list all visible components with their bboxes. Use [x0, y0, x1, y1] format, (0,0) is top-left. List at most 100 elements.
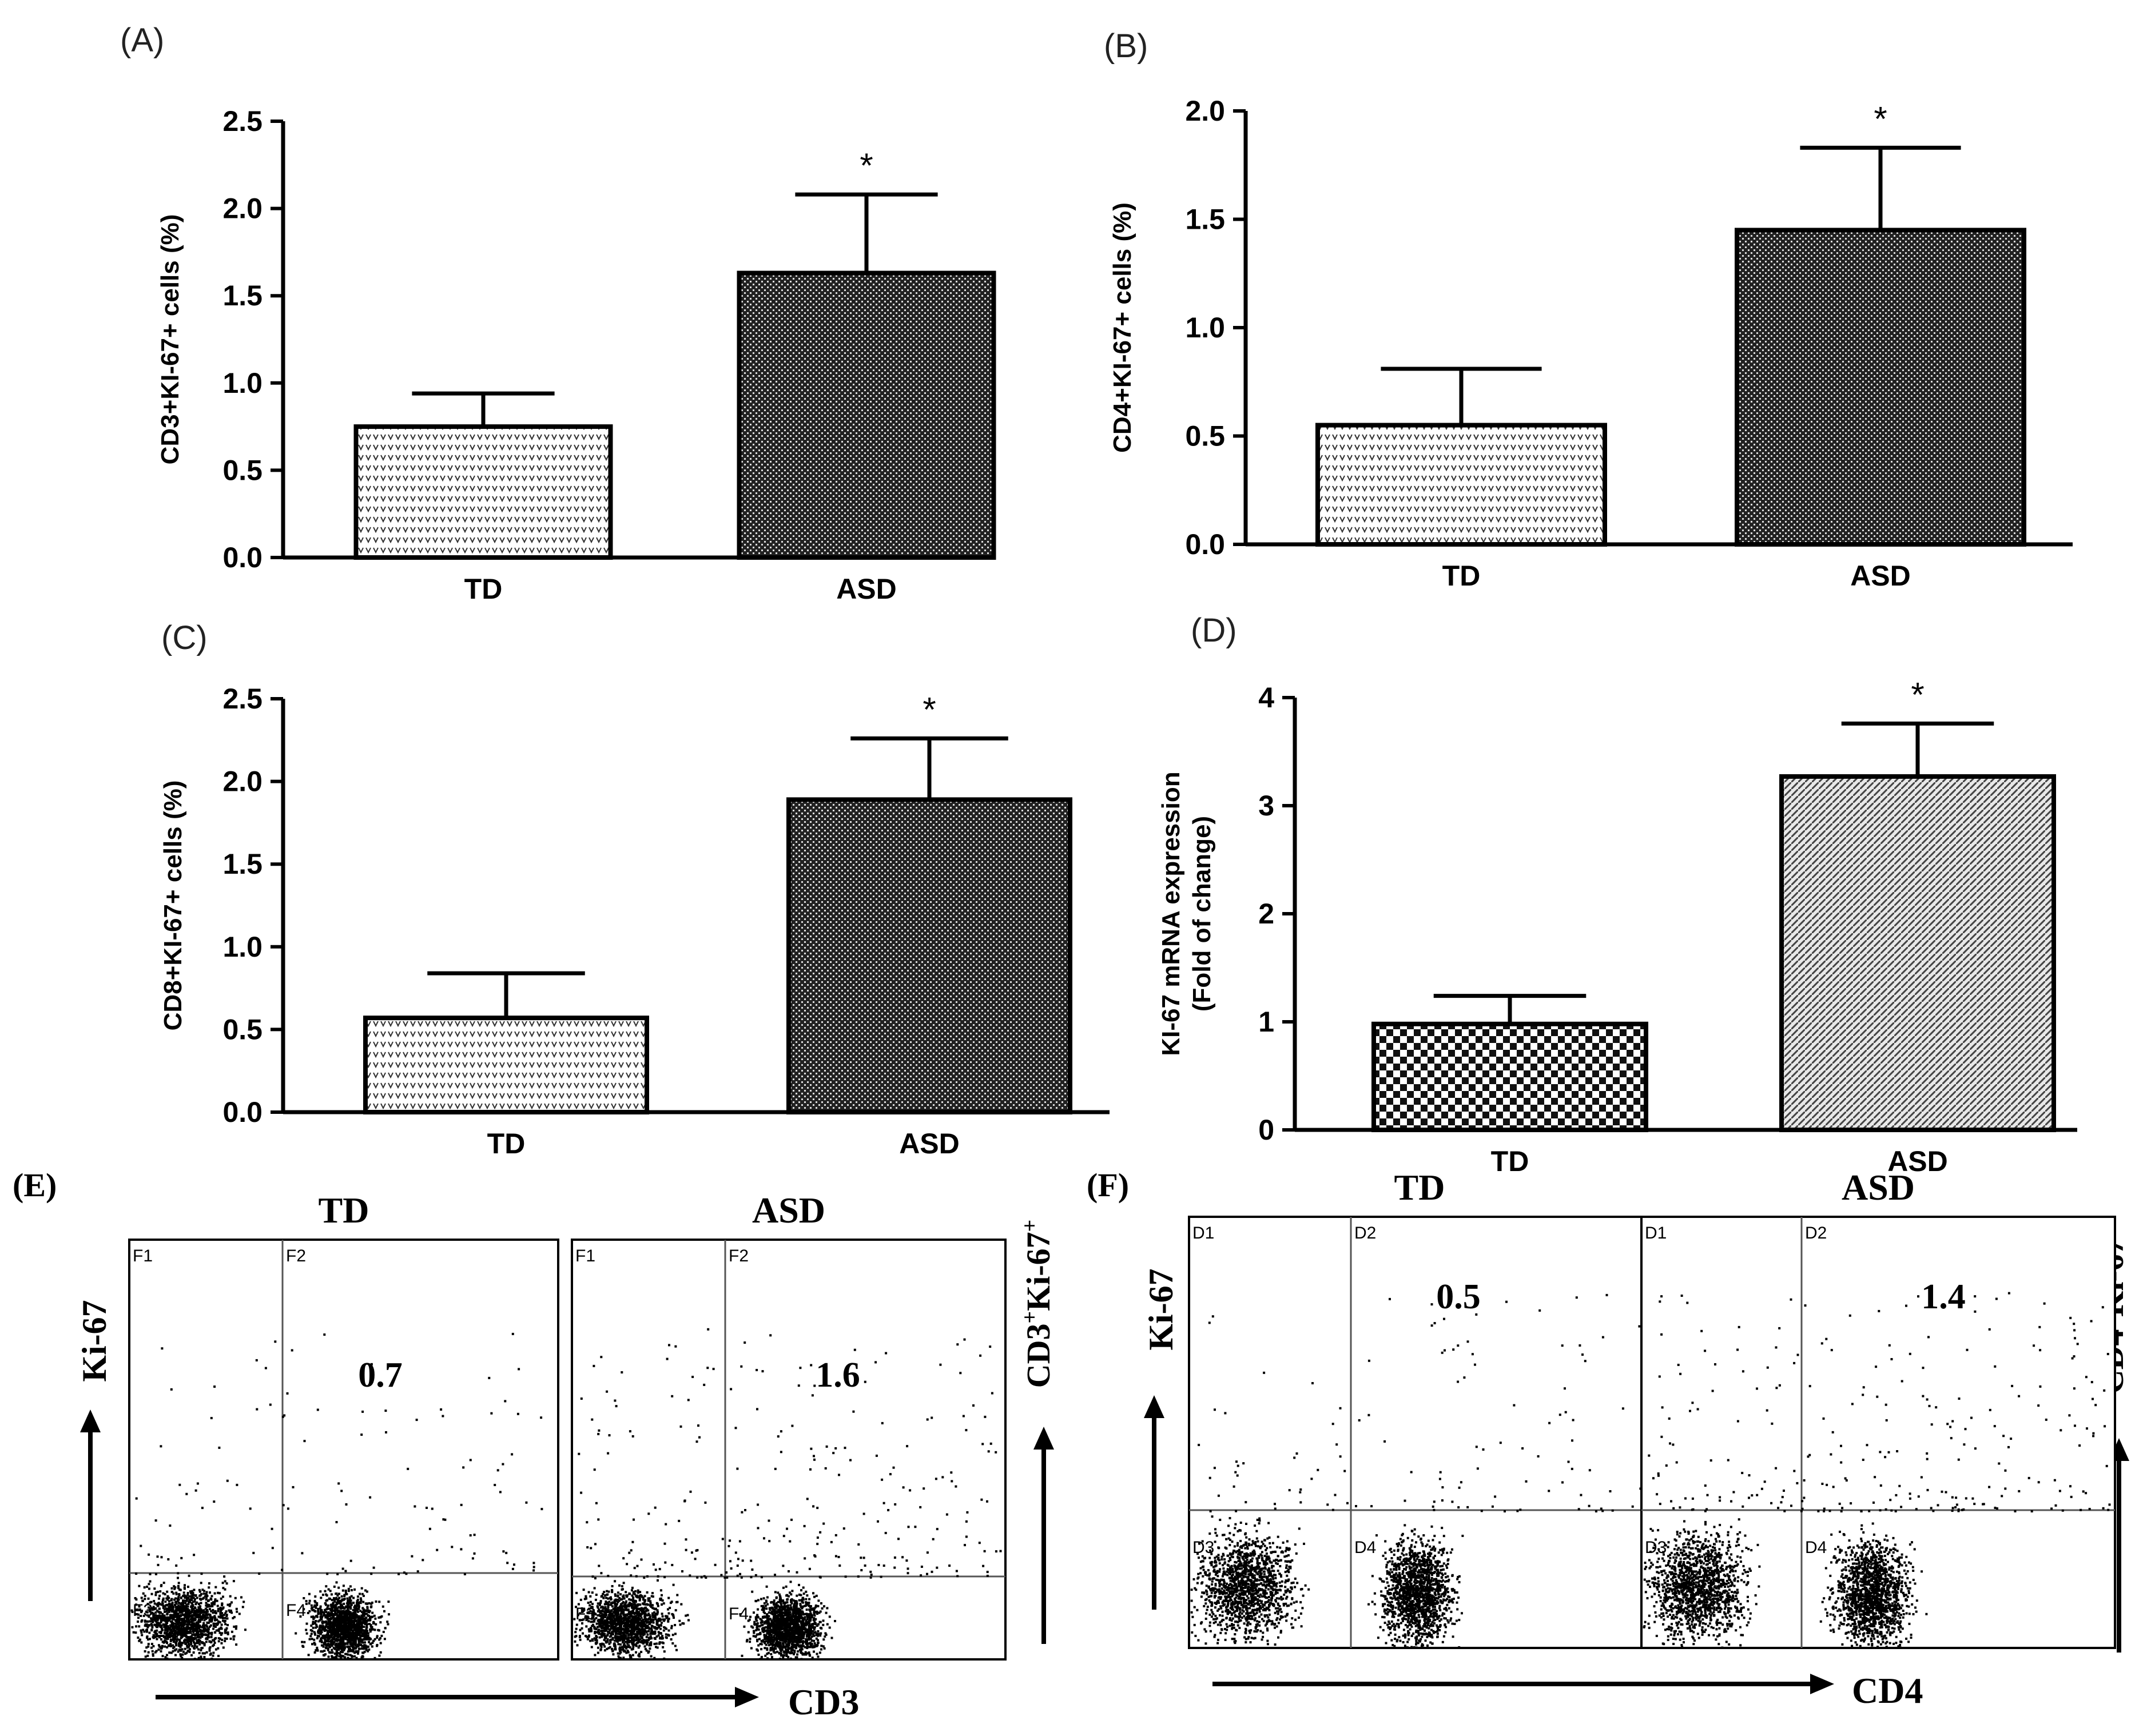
side-label: CD3+Ki-67+	[1018, 1220, 1057, 1388]
quadrant-label: D1	[1645, 1224, 1667, 1243]
double-positive-value: 0.7	[358, 1356, 403, 1395]
y-tick-label: 1.5	[222, 848, 263, 880]
x-arrow-head-icon	[1810, 1674, 1834, 1694]
bar-td	[363, 1016, 649, 1114]
quadrant-label: F1	[575, 1247, 595, 1265]
x-tick-label: ASD	[1850, 560, 1911, 592]
dot-plot-title: ASD	[1842, 1167, 1915, 1208]
event-dots	[1190, 1293, 1645, 1649]
y-tick-label: 1	[1258, 1006, 1274, 1038]
y-tick-label: 2	[1258, 898, 1274, 930]
significance-marker: *	[1874, 99, 1887, 138]
x-tick-label: TD	[1491, 1145, 1529, 1177]
quadrant-label: D4	[1354, 1538, 1376, 1557]
bar-asd	[737, 270, 996, 560]
y-axis-label: Ki-67	[75, 1300, 113, 1381]
event-dots	[130, 1332, 543, 1661]
flow-panel-2: (F)Ki-67CD4CD4+Ki-67+TDD1D2D3D40.5ASDD1D…	[1087, 1166, 2130, 1711]
bar-chart-1: (A) 0.0 0.5 1.0 1.5 2.0 2.5 CD3+KI-67+ cells (%…	[120, 22, 996, 605]
y-tick-label: 0.0	[1185, 528, 1225, 560]
y-arrow-head-icon	[1144, 1395, 1164, 1418]
y-axis-label: KI-67 mRNA expression (Fold of change)	[1157, 771, 1216, 1056]
significance-marker: *	[923, 690, 936, 728]
event-dots	[1643, 1292, 2111, 1649]
y-tick-label: 0	[1258, 1114, 1274, 1146]
y-axis-label: Ki-67	[1142, 1268, 1180, 1350]
y-axis-label: CD8+KI-67+ cells (%)	[159, 781, 187, 1031]
double-positive-value: 1.6	[816, 1356, 860, 1395]
significance-marker: *	[1911, 675, 1924, 714]
x-axis-label: CD4	[1852, 1670, 1923, 1711]
y-tick-label: 0.5	[222, 1013, 263, 1045]
x-tick-label: ASD	[836, 573, 897, 605]
y-tick-label: 0.5	[1185, 420, 1225, 452]
quadrant-label: D2	[1354, 1224, 1376, 1243]
panel-label: (C)	[161, 619, 208, 656]
side-arrow-head-icon	[1033, 1427, 1054, 1450]
bar-td	[1315, 423, 1607, 547]
quadrant-label: D1	[1192, 1224, 1214, 1243]
x-tick-label: TD	[487, 1128, 526, 1160]
panel-label: (E)	[13, 1166, 57, 1204]
bar-chart-2: (B) 0.0 0.5 1.0 1.5 2.0 CD4+KI-67+ cells (%) TD…	[1104, 27, 2073, 592]
dot-plot-title: TD	[319, 1190, 369, 1231]
dot-plot-frame	[571, 1239, 1007, 1661]
y-tick-label: 3	[1258, 790, 1274, 822]
y-tick-label: 4	[1258, 682, 1274, 714]
panel-label: (D)	[1191, 612, 1237, 649]
y-axis-label: CD4+KI-67+ cells (%)	[1108, 202, 1136, 453]
bar-asd	[1735, 228, 2026, 547]
event-dots	[573, 1328, 1002, 1661]
bar-td	[1371, 1021, 1648, 1133]
y-tick-label: 2.0	[1185, 95, 1225, 127]
panel-label: (B)	[1104, 27, 1148, 65]
x-tick-label: ASD	[899, 1128, 960, 1160]
quadrant-label: F2	[286, 1247, 306, 1265]
panel-label: (F)	[1087, 1166, 1129, 1204]
y-tick-label: 2.0	[222, 766, 263, 798]
bar-td	[353, 424, 613, 560]
x-tick-label: TD	[464, 573, 503, 605]
significance-marker: *	[860, 146, 873, 185]
y-tick-label: 1.5	[222, 280, 263, 312]
x-axis-label: CD3	[788, 1682, 859, 1722]
dot-plot-title: ASD	[752, 1190, 825, 1231]
y-tick-label: 1.0	[222, 367, 263, 399]
x-tick-label: ASD	[1887, 1145, 1948, 1177]
y-tick-label: 1.0	[222, 931, 263, 963]
bar-asd	[786, 797, 1072, 1114]
y-tick-label: 1.0	[1185, 312, 1225, 344]
panel-label: (A)	[120, 22, 164, 59]
y-tick-label: 0.5	[222, 454, 263, 486]
y-tick-label: 1.5	[1185, 204, 1225, 236]
dot-plot-title: TD	[1394, 1167, 1445, 1208]
quadrant-label: F2	[729, 1247, 749, 1265]
bar-chart-4: (D) 0 1 2 3 4 KI-67 mRNA expression (Fold of ch…	[1157, 612, 2077, 1177]
y-tick-label: 2.5	[222, 683, 263, 715]
quadrant-label: D2	[1805, 1224, 1827, 1243]
y-arrow-head-icon	[80, 1409, 101, 1432]
x-tick-label: TD	[1442, 560, 1481, 592]
y-tick-label: 0.0	[222, 1096, 263, 1128]
bar-charts: (A) 0.0 0.5 1.0 1.5 2.0 2.5 CD3+KI-67+ cells (%…	[120, 22, 2077, 1177]
double-positive-value: 0.5	[1436, 1277, 1481, 1316]
quadrant-label: F1	[133, 1247, 153, 1265]
double-positive-value: 1.4	[1921, 1277, 1966, 1316]
y-tick-label: 0.0	[222, 541, 263, 574]
y-axis-label: CD3+KI-67+ cells (%)	[156, 214, 184, 465]
bar-asd	[1779, 774, 2056, 1132]
quadrant-label: F4	[729, 1604, 749, 1623]
y-tick-label: 2.5	[222, 105, 263, 137]
quadrant-label: D4	[1805, 1538, 1827, 1557]
quadrant-label: F4	[286, 1601, 306, 1620]
bar-chart-3: (C) 0.0 0.5 1.0 1.5 2.0 2.5 CD8+KI-67+ cells (%…	[159, 619, 1110, 1160]
y-tick-label: 2.0	[222, 193, 263, 225]
x-arrow-head-icon	[735, 1687, 759, 1707]
